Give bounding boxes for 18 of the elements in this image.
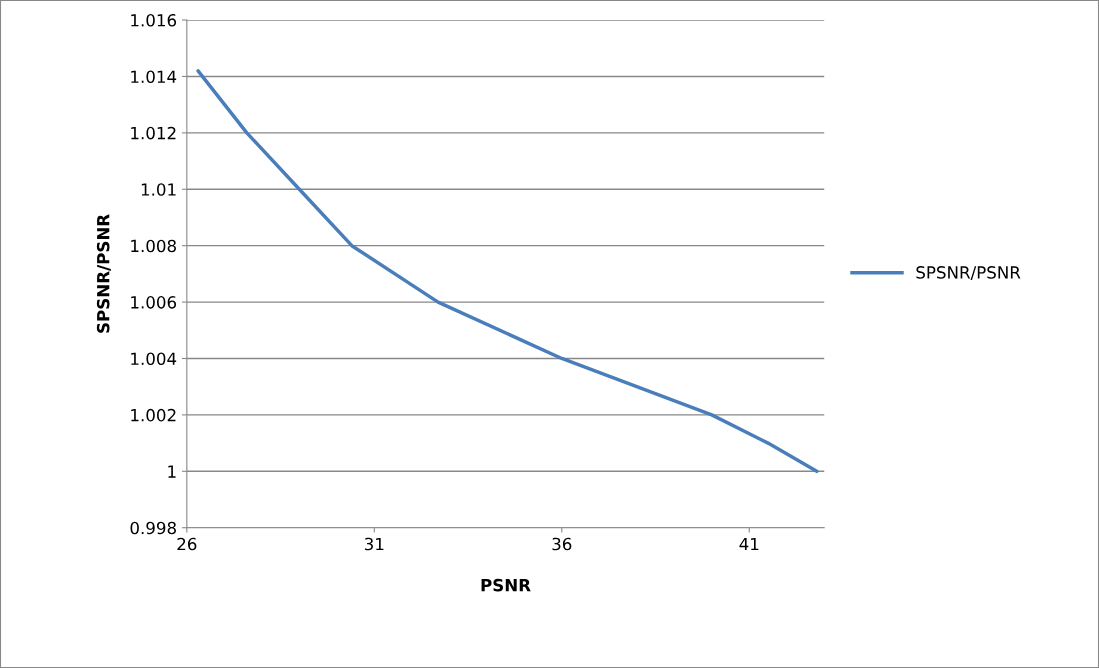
y-tick-label: 1.006 bbox=[131, 296, 177, 309]
y-tick-label: 1.016 bbox=[131, 14, 177, 27]
x-tick-label: 36 bbox=[552, 537, 572, 551]
x-tick-label: 26 bbox=[177, 537, 197, 551]
y-tick-label: 1.008 bbox=[131, 239, 176, 253]
y-tick-label: 1.004 bbox=[131, 352, 177, 366]
y-tick-label: 1 bbox=[168, 465, 176, 478]
legend-label: SPSNR/PSNR bbox=[916, 266, 1021, 281]
x-axis-title: PSNR bbox=[481, 578, 531, 592]
y-axis-title: SPSNR/PSNR bbox=[96, 214, 111, 333]
x-tick-label: 41 bbox=[739, 537, 759, 551]
y-tick-label: 1.01 bbox=[141, 183, 176, 196]
y-tick-label: 0.998 bbox=[130, 521, 176, 535]
line-series bbox=[196, 69, 819, 474]
y-tick-label: 1.014 bbox=[131, 70, 177, 84]
y-tick-label: 1.002 bbox=[131, 408, 176, 422]
y-tick-label: 1.012 bbox=[131, 126, 176, 140]
x-tick-label: 31 bbox=[364, 537, 384, 551]
